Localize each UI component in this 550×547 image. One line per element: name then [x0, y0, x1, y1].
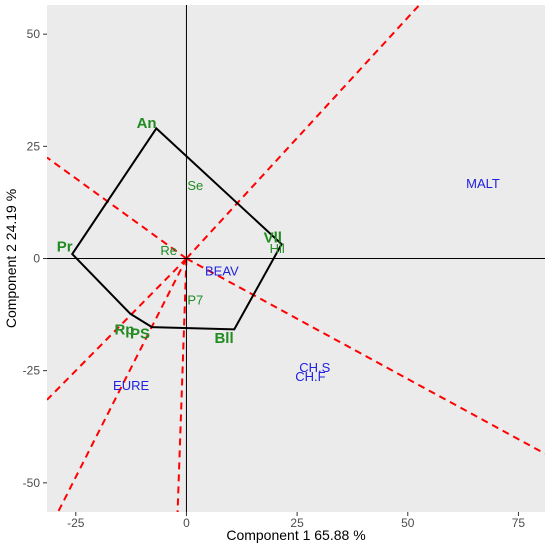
environment-label-4: CH.F: [295, 369, 325, 384]
y-tick-label: 50: [27, 27, 41, 41]
genotype-label-1: An: [137, 115, 157, 132]
ray-4: [185, 257, 545, 455]
genotype-label-8: Re: [160, 243, 177, 258]
x-axis-ticks: -25 0 25 50 75: [67, 512, 525, 530]
ray-2: [47, 257, 188, 401]
genotype-label-4: Bll: [214, 330, 233, 347]
ray-1: [185, 5, 421, 260]
x-tick-label: 25: [290, 516, 304, 530]
genotype-label-2: Pr: [57, 238, 73, 255]
y-tick-label: -50: [23, 476, 41, 490]
environment-label-1: MALT: [466, 176, 500, 191]
genotype-label-5: Rp: [114, 321, 134, 338]
x-axis-title: Component 1 65.88 %: [226, 527, 365, 543]
environment-label-5: EURE: [113, 378, 149, 393]
x-tick-label: 50: [401, 516, 415, 530]
y-tick-label: 25: [27, 139, 41, 153]
polygon-hull: [70, 126, 283, 331]
x-tick-label: 0: [183, 516, 190, 530]
x-tick-label: -25: [67, 516, 85, 530]
genotype-label-3: Vll: [264, 229, 282, 246]
environment-label-2: BEAV: [205, 263, 239, 278]
y-tick-label: 0: [33, 252, 40, 266]
genotype-label-9: P7: [187, 293, 203, 308]
genotype-label-6: PS: [130, 326, 150, 343]
ray-layer: [47, 5, 545, 512]
environment-label-3: CH.S: [299, 360, 330, 375]
y-axis-ticks: -50 -25 0 25 50: [23, 27, 47, 490]
y-tick-label: -25: [23, 364, 41, 378]
y-axis-title: Component 2 24.19 %: [3, 189, 19, 328]
ray-6: [176, 258, 188, 512]
x-tick-label: 75: [512, 516, 526, 530]
genotype-label-7: Se: [187, 178, 203, 193]
ray-3: [47, 156, 188, 260]
genotype-label-10: Hll: [270, 241, 285, 256]
